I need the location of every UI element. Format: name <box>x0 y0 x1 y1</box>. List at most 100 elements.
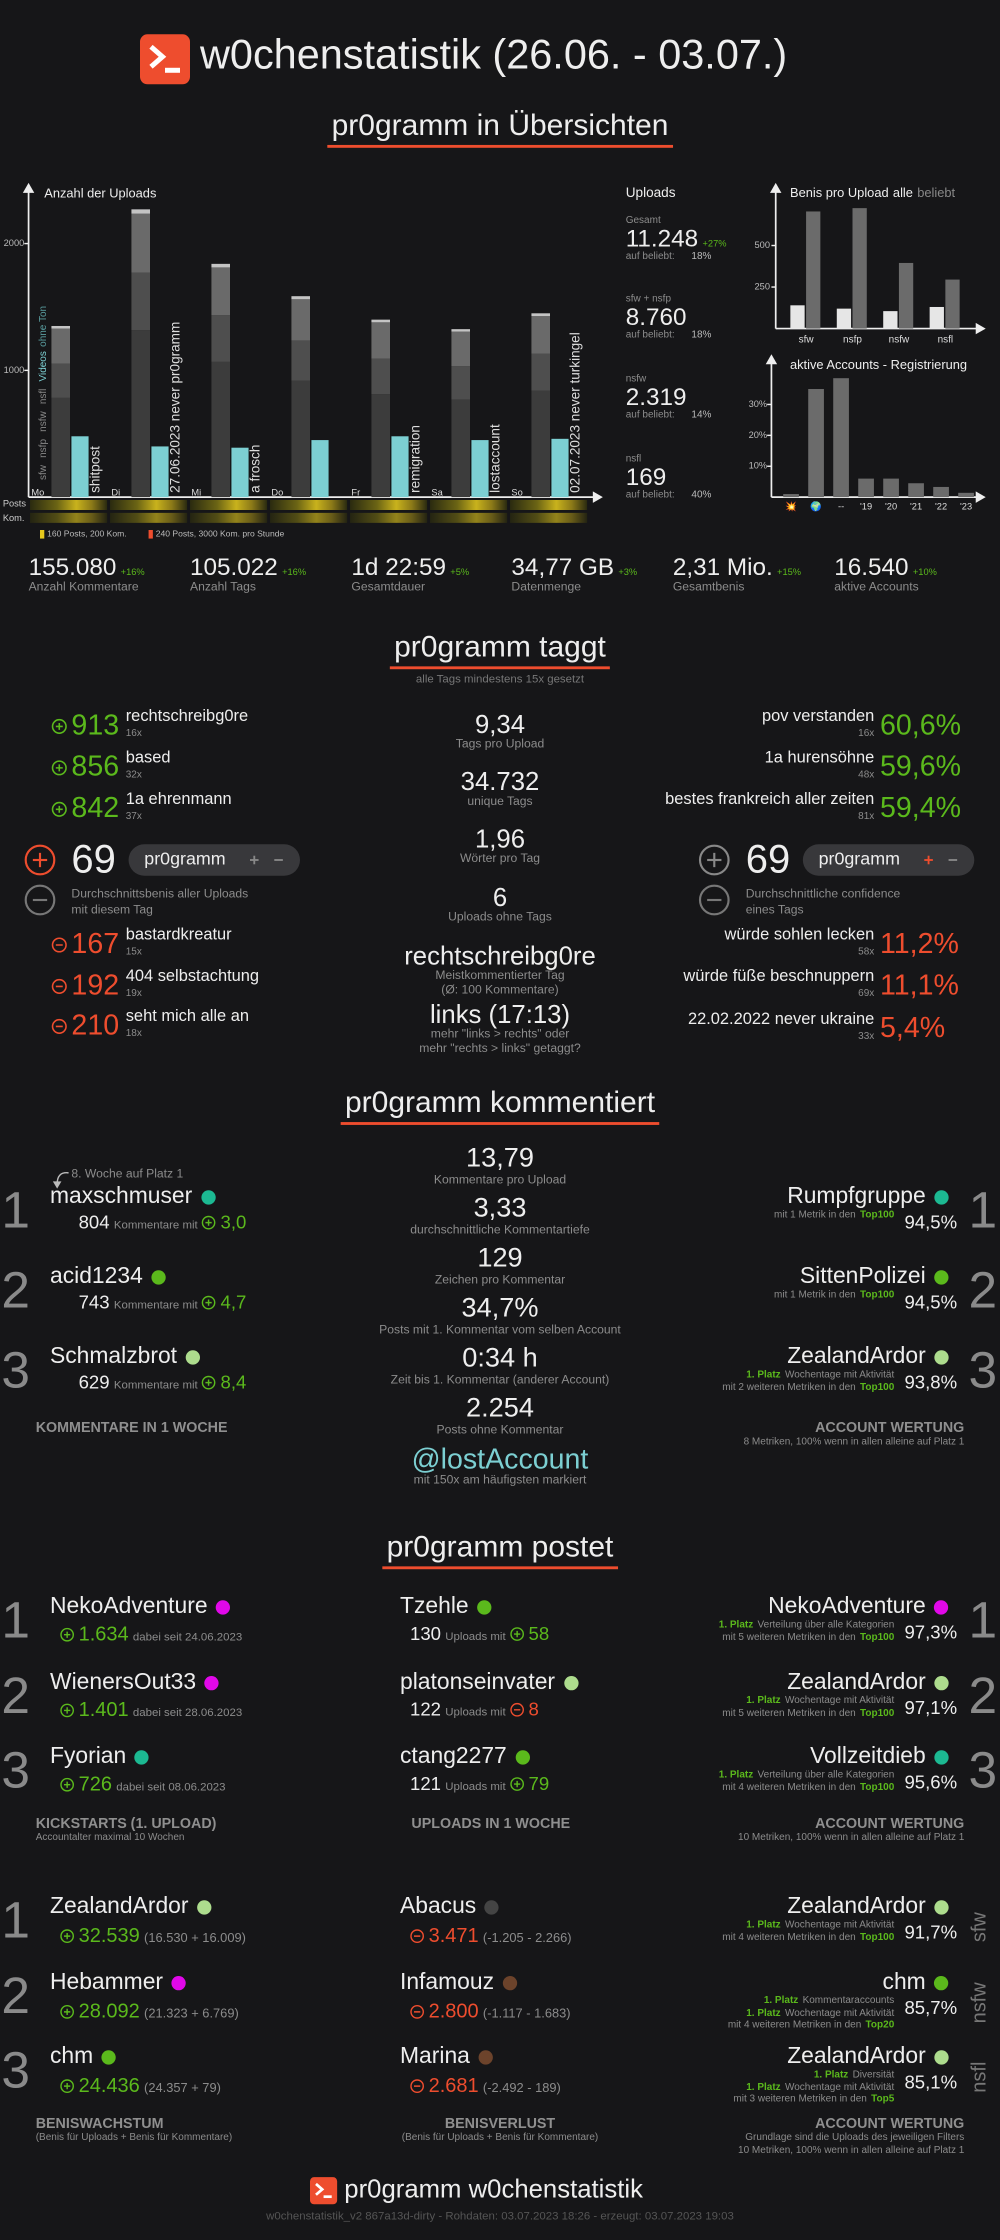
bar <box>933 486 949 498</box>
comment-stat-label-text: Zeichen pro Kommentar <box>434 1271 566 1287</box>
video-bar <box>471 440 489 498</box>
video-bar <box>391 436 409 498</box>
icon-ring <box>410 2078 424 2093</box>
tag-benis: 167 <box>51 929 119 960</box>
x-tick-label: '22 <box>935 502 947 512</box>
comment-stat-number: 0:34 h <box>462 1343 538 1374</box>
rating-place: 1. Platz <box>746 1695 781 1706</box>
section-title-text: pr0gramm postet <box>386 1530 614 1564</box>
bar <box>790 305 805 329</box>
user-name: NekoAdventure <box>768 1594 949 1620</box>
mention-name: @lostAccount <box>411 1444 589 1476</box>
tag-stat-label: Meistkommentierter Tag <box>435 968 564 982</box>
summary-label: sfw + nsfp <box>626 295 671 306</box>
benis-detail: (-1.205 - 2.266) <box>482 1930 572 1945</box>
summary-value-row: 11.248 +27% <box>626 226 727 254</box>
tag-name: 404 selbstachtung <box>126 968 259 986</box>
section-title: pr0gramm kommentiert <box>340 1086 660 1126</box>
rating-top: Top100 <box>859 1932 895 1943</box>
user-dot <box>934 1189 949 1205</box>
kickstart-since: dabei seit 28.06.2023 <box>132 1706 243 1720</box>
rating-percent: 85,7% <box>904 1996 958 2019</box>
user-name: Rumpfgruppe <box>787 1185 949 1210</box>
x-tick-label: Fr <box>351 487 360 497</box>
tag-count-text: 48x <box>858 770 875 781</box>
rating-detail: mit 4 weiteren Metriken in den <box>727 2020 862 2031</box>
summary-value: 8.760 <box>625 303 687 331</box>
rating-value: 85,7% <box>904 1996 958 2019</box>
upload-benis: 8 <box>528 1698 539 1720</box>
rating-top: Top100 <box>859 1782 895 1793</box>
summary-popular: auf beliebt: <box>626 330 675 341</box>
tag-count: 32x <box>126 770 142 781</box>
block-title: KOMMENTARE IN 1 WOCHE <box>36 1421 228 1437</box>
rating-value: 97,1% <box>904 1697 957 1718</box>
comment-benis: 8,4 <box>220 1371 247 1393</box>
user-name: maxschmuser <box>50 1185 216 1210</box>
x-tick-label: -- <box>838 502 844 512</box>
tag-benis-value: 856 <box>71 751 120 783</box>
bar <box>898 262 914 329</box>
block-title: ACCOUNT WERTUNG <box>815 1816 964 1832</box>
user-name-text: Tzehle <box>399 1594 469 1619</box>
tag-name: based <box>126 750 171 768</box>
block-title: BENISWACHSTUM <box>36 2116 164 2132</box>
stat-number: 1d 22:59 <box>351 553 446 581</box>
sign-icon <box>60 2004 74 2019</box>
stat-change: +10% <box>912 568 937 579</box>
comment-stat-label-text: Posts ohne Kommentar <box>436 1421 564 1437</box>
rating-place: 1. Platz <box>813 2070 849 2081</box>
upload-count: 130 <box>409 1622 442 1645</box>
user-dot <box>934 1599 949 1615</box>
user-name: SittenPolizei <box>800 1265 949 1290</box>
upload-bar-segment <box>371 358 390 395</box>
rank: 3 <box>1 1742 30 1799</box>
tag-count: 48x <box>858 770 874 781</box>
tag-pill <box>802 844 975 876</box>
tag-name: 22.02.2022 never ukraine <box>688 1011 874 1029</box>
sign-icon <box>51 936 67 952</box>
upload-bar-segment <box>211 267 230 316</box>
user-name: Fyorian <box>50 1745 150 1770</box>
icon-ring <box>51 1018 67 1034</box>
block-title-text: KICKSTARTS (1. UPLOAD) <box>35 1816 217 1833</box>
rating-detail: Wochentage mit Aktivität <box>784 1695 895 1706</box>
tag-name: seht mich alle an <box>126 1008 249 1026</box>
bar <box>836 308 852 329</box>
rating-detail-line: mit 1 Metrik in den Top100 <box>774 1290 894 1301</box>
rating-place: 1. Platz <box>718 1770 754 1781</box>
block-title: ACCOUNT WERTUNG <box>815 1421 964 1437</box>
upload-unit: Uploads mit <box>445 1779 506 1793</box>
heat-strip <box>429 499 508 510</box>
user-name-text: NekoAdventure <box>768 1594 926 1619</box>
stat-change: +15% <box>777 568 802 579</box>
benis-detail: (-1.117 - 1.683) <box>482 2006 571 2021</box>
benis-value: 32.539 <box>78 1923 140 1947</box>
rating-top: Top100 <box>859 1632 895 1643</box>
x-tick-label: nsfl <box>938 335 954 346</box>
heat-strip <box>29 512 108 523</box>
sign-icon <box>510 1777 524 1792</box>
legend-entry: sfw <box>37 464 48 480</box>
benis-detail: (-2.492 - 189) <box>482 2080 561 2095</box>
user-name: Abacus <box>400 1895 500 1920</box>
upload-bar-segment <box>51 325 70 329</box>
axis-arrow <box>592 491 603 503</box>
tag-count-text: 32x <box>125 770 142 781</box>
rank: 2 <box>1 1262 30 1319</box>
user-name-text: acid1234 <box>49 1264 143 1289</box>
comment-stat-label: Posts mit 1. Kommentar vom selben Accoun… <box>379 1322 621 1336</box>
rank: 2 <box>1 1967 30 2024</box>
rating-detail-line: mit 3 weiteren Metriken in den Top5 <box>733 2095 894 2106</box>
comment-stat-value: 3,33 <box>474 1194 527 1225</box>
icon-ring <box>60 1777 74 1792</box>
upload-benis: 58 <box>528 1622 550 1645</box>
x-tick-label: nsfp <box>843 335 862 346</box>
tag-stat-value: 9,34 <box>475 710 525 740</box>
icon-ring <box>202 1375 216 1390</box>
icon-ring <box>410 1928 424 1943</box>
summary-popular: auf beliebt: <box>626 490 675 501</box>
heat-strip <box>509 499 588 510</box>
